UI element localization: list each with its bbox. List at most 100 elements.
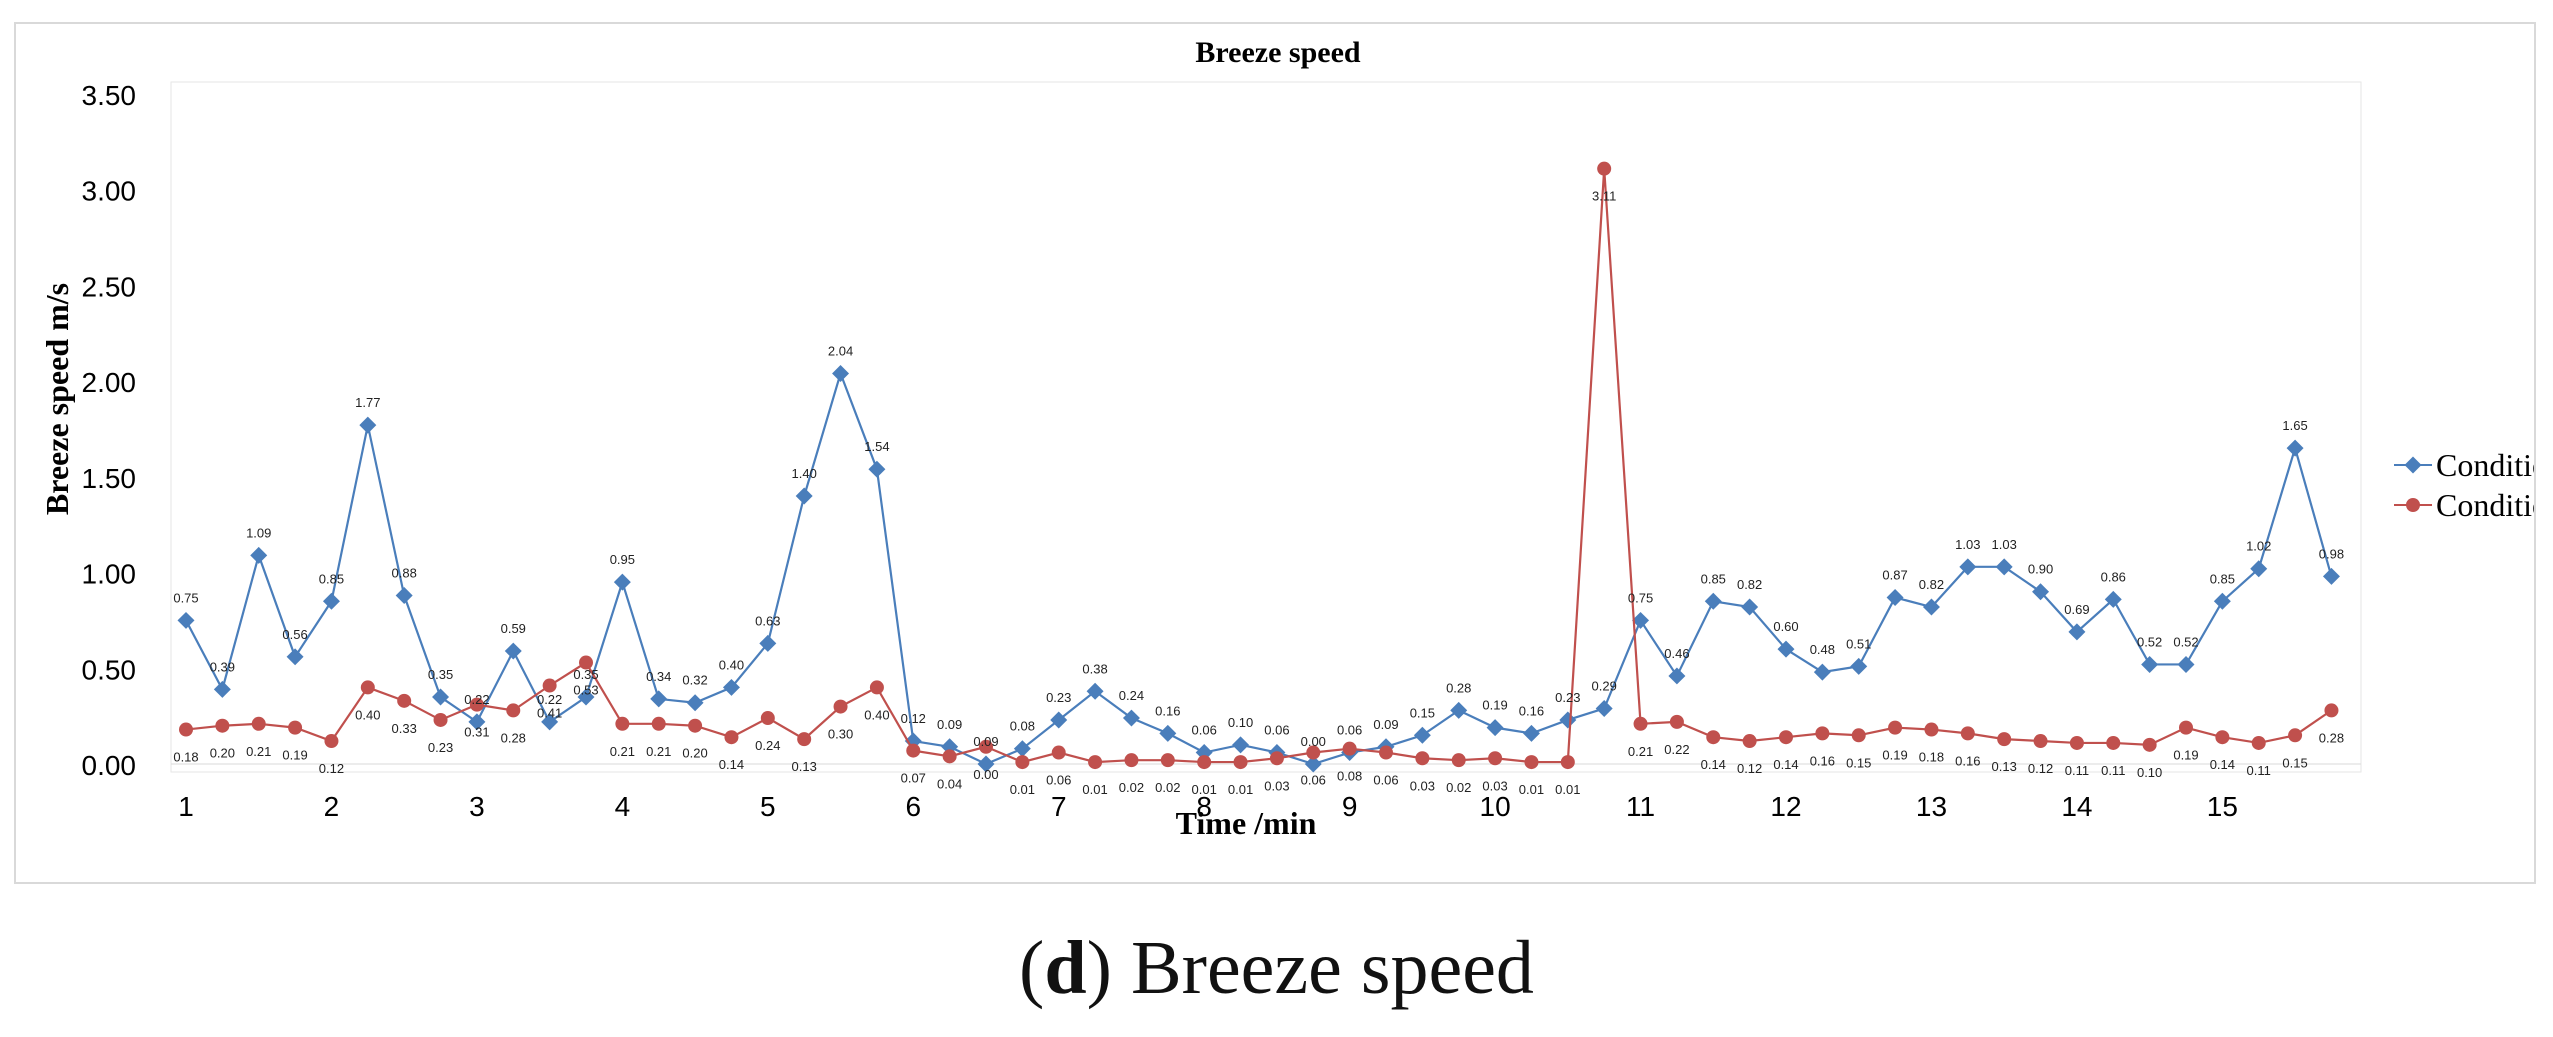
point-condition-2 xyxy=(215,718,230,733)
point-condition-2 xyxy=(1269,751,1284,766)
x-axis-title: Time /min xyxy=(1176,805,1317,841)
point-condition-1 xyxy=(650,690,668,708)
data-label-condition-1: 0.00 xyxy=(1301,734,1326,749)
point-condition-2 xyxy=(251,716,266,731)
point-condition-2 xyxy=(1160,753,1175,768)
data-label-condition-1: 0.16 xyxy=(1519,703,1544,718)
data-label-condition-2: 0.04 xyxy=(937,776,962,791)
plot-background xyxy=(170,81,2362,773)
legend-label-condition-2: Condition 2 xyxy=(2436,487,2534,523)
data-label-condition-1: 0.88 xyxy=(392,566,417,581)
point-condition-1 xyxy=(213,680,231,698)
y-tick-label: 0.50 xyxy=(82,654,137,685)
data-label-condition-2: 0.01 xyxy=(1192,782,1217,797)
point-condition-1 xyxy=(504,642,522,660)
data-label-condition-2: 0.01 xyxy=(1555,782,1580,797)
point-condition-1 xyxy=(2141,655,2159,673)
point-condition-2 xyxy=(2288,728,2303,743)
point-condition-1 xyxy=(1304,755,1322,773)
y-tick-label: 0.00 xyxy=(82,750,137,781)
point-condition-2 xyxy=(688,718,703,733)
point-condition-2 xyxy=(1051,745,1066,760)
point-condition-2 xyxy=(1233,755,1248,770)
point-condition-2 xyxy=(433,712,448,727)
point-condition-2 xyxy=(1379,745,1393,760)
point-condition-2 xyxy=(1197,755,1212,770)
point-condition-2 xyxy=(1597,161,1612,176)
point-condition-1 xyxy=(613,573,631,591)
data-label-condition-1: 0.48 xyxy=(1810,642,1835,657)
point-condition-2 xyxy=(1524,755,1539,770)
point-condition-1 xyxy=(686,694,704,712)
data-label-condition-1: 0.15 xyxy=(1410,705,1435,720)
data-label-condition-1: 0.60 xyxy=(1773,619,1798,634)
data-label-condition-1: 0.98 xyxy=(2319,546,2344,561)
legend-marker-condition-2 xyxy=(2406,498,2420,512)
legend-entry-condition-1[interactable]: Condition 1 xyxy=(2394,447,2534,483)
data-label-condition-2: 0.13 xyxy=(1992,759,2017,774)
point-condition-2 xyxy=(1960,726,1975,741)
legend-entry-condition-2[interactable]: Condition 2 xyxy=(2394,487,2534,523)
point-condition-2 xyxy=(797,732,812,747)
point-condition-1 xyxy=(2213,592,2231,610)
data-label-condition-1: 1.40 xyxy=(792,466,817,481)
data-label-condition-1: 0.82 xyxy=(1737,577,1762,592)
point-condition-2 xyxy=(1815,726,1830,741)
point-condition-2 xyxy=(179,722,193,737)
point-condition-1 xyxy=(395,587,413,605)
data-label-condition-2: 0.18 xyxy=(1919,750,1944,765)
plot-area xyxy=(170,81,2362,773)
x-tick-label: 12 xyxy=(1770,791,1801,822)
data-label-condition-2: 0.28 xyxy=(501,730,526,745)
x-tick-label: 3 xyxy=(469,791,485,822)
point-condition-2 xyxy=(288,720,303,735)
point-condition-1 xyxy=(1632,611,1650,629)
data-label-condition-2: 0.14 xyxy=(2210,757,2235,772)
data-label-condition-1: 0.23 xyxy=(1046,690,1071,705)
data-label-condition-2: 0.11 xyxy=(2065,763,2089,778)
point-condition-1 xyxy=(1159,724,1177,742)
data-label-condition-1: 0.09 xyxy=(973,734,998,749)
point-condition-1 xyxy=(722,678,740,696)
point-condition-2 xyxy=(615,716,630,731)
y-tick-label: 2.00 xyxy=(82,367,137,398)
data-label-condition-2: 0.20 xyxy=(210,746,235,761)
x-tick-label: 13 xyxy=(1916,791,1947,822)
data-label-condition-2: 0.14 xyxy=(719,757,744,772)
data-label-condition-2: 0.03 xyxy=(1410,778,1435,793)
x-tick-label: 9 xyxy=(1342,791,1358,822)
point-condition-1 xyxy=(1704,592,1722,610)
data-label-condition-2: 0.40 xyxy=(355,707,380,722)
data-label-condition-2: 0.28 xyxy=(2319,730,2344,745)
point-condition-2 xyxy=(542,678,557,693)
data-label-condition-2: 0.15 xyxy=(1846,755,1871,770)
data-label-condition-2: 0.16 xyxy=(1955,753,1980,768)
data-label-condition-1: 0.52 xyxy=(2137,634,2162,649)
data-label-condition-2: 0.03 xyxy=(1482,778,1507,793)
y-tick-label: 1.00 xyxy=(82,559,137,590)
point-condition-1 xyxy=(1522,724,1540,742)
point-condition-2 xyxy=(1633,716,1648,731)
point-condition-2 xyxy=(360,680,375,695)
data-label-condition-1: 0.19 xyxy=(1482,698,1507,713)
point-condition-2 xyxy=(1924,722,1939,737)
data-label-condition-1: 0.06 xyxy=(1264,723,1289,738)
point-condition-1 xyxy=(1595,700,1613,717)
legend-label-condition-1: Condition 1 xyxy=(2436,447,2534,483)
y-axis-title: Breeze speed m/s xyxy=(39,283,75,515)
point-condition-2 xyxy=(1560,755,1575,770)
data-label-condition-2: 0.21 xyxy=(610,744,635,759)
point-condition-2 xyxy=(1415,751,1430,766)
point-condition-1 xyxy=(1450,701,1468,719)
data-label-condition-1: 0.38 xyxy=(1082,661,1107,676)
data-label-condition-2: 0.02 xyxy=(1446,780,1471,795)
point-condition-2 xyxy=(833,699,848,714)
x-tick-label: 8 xyxy=(1196,791,1212,822)
data-label-condition-2: 0.14 xyxy=(1701,757,1726,772)
point-condition-2 xyxy=(1669,714,1684,729)
point-condition-1 xyxy=(759,634,777,652)
data-label-condition-1: 1.09 xyxy=(246,525,271,540)
data-label-condition-1: 0.40 xyxy=(719,657,744,672)
point-condition-2 xyxy=(869,680,884,695)
data-label-condition-2: 0.24 xyxy=(755,738,780,753)
